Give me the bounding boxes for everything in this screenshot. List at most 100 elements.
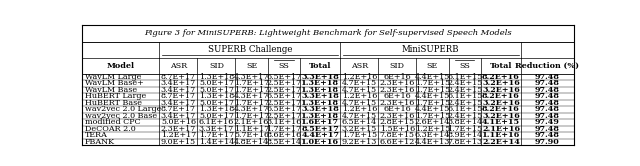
Text: 7.8E+13: 7.8E+13 <box>447 138 483 146</box>
Text: 3.2E+16: 3.2E+16 <box>482 99 520 107</box>
Text: 1.2E+16: 1.2E+16 <box>342 73 377 81</box>
Text: 2.4E+15: 2.4E+15 <box>447 99 483 107</box>
Text: 4.3E+17: 4.3E+17 <box>234 105 269 113</box>
Text: TERA: TERA <box>85 131 108 139</box>
Text: 97.48: 97.48 <box>535 92 560 100</box>
Text: 8.2E+16: 8.2E+16 <box>482 73 520 81</box>
Text: FBANK: FBANK <box>85 138 115 146</box>
Text: 1.0E+16: 1.0E+16 <box>301 138 339 146</box>
Text: 4.4E+17: 4.4E+17 <box>301 131 339 139</box>
Text: 8.6E+16: 8.6E+16 <box>266 131 301 139</box>
Text: 3.2E+15: 3.2E+15 <box>342 125 377 133</box>
Text: 3.1E+16: 3.1E+16 <box>266 118 301 126</box>
Text: 3.4E+17: 3.4E+17 <box>161 99 196 107</box>
Text: HuBERT Large: HuBERT Large <box>85 92 146 100</box>
Text: MiniSUPERB: MiniSUPERB <box>402 45 460 54</box>
Text: 1.2E+15: 1.2E+15 <box>415 125 450 133</box>
Text: SUPERB Challenge: SUPERB Challenge <box>207 45 292 54</box>
Text: 97.48: 97.48 <box>535 105 560 113</box>
Text: 6.1E+15: 6.1E+15 <box>447 92 483 100</box>
Text: ASR: ASR <box>351 62 368 70</box>
Text: 2.5E+17: 2.5E+17 <box>266 99 301 107</box>
Text: 97.49: 97.49 <box>535 118 560 126</box>
Text: 4.4E+15: 4.4E+15 <box>415 73 450 81</box>
Text: 2.3E+16: 2.3E+16 <box>380 99 415 107</box>
Text: HuBERT Base: HuBERT Base <box>85 99 142 107</box>
Text: 1.2E+16: 1.2E+16 <box>342 92 377 100</box>
Text: Total: Total <box>490 62 512 70</box>
Text: 5.7E+16: 5.7E+16 <box>234 131 269 139</box>
Text: 97.48: 97.48 <box>535 131 560 139</box>
Text: 4.4E+13: 4.4E+13 <box>415 138 450 146</box>
Text: 4.4E+15: 4.4E+15 <box>415 92 450 100</box>
Text: 6.1E+16: 6.1E+16 <box>198 118 234 126</box>
Text: 2.2E+14: 2.2E+14 <box>482 138 520 146</box>
Text: 4.4E+15: 4.4E+15 <box>415 105 450 113</box>
Text: 1.7E+17: 1.7E+17 <box>234 112 269 120</box>
Text: SID: SID <box>390 62 404 70</box>
Text: 1.3E+18: 1.3E+18 <box>199 92 234 100</box>
Text: 1.2E+17: 1.2E+17 <box>161 131 196 139</box>
Text: 2.3E+16: 2.3E+16 <box>380 112 415 120</box>
Text: 8.7E+17: 8.7E+17 <box>161 105 196 113</box>
Text: 1.4E+14: 1.4E+14 <box>198 138 234 146</box>
Text: 1.7E+17: 1.7E+17 <box>266 125 301 133</box>
Text: 8.7E+17: 8.7E+17 <box>161 73 196 81</box>
Text: 8.9E+14: 8.9E+14 <box>447 131 483 139</box>
Text: 1.3E+18: 1.3E+18 <box>301 112 339 120</box>
Text: modified CPC: modified CPC <box>85 118 141 126</box>
Text: 4.7E+15: 4.7E+15 <box>342 112 377 120</box>
Text: 4.7E+15: 4.7E+15 <box>342 86 377 94</box>
Text: WavLM Base+: WavLM Base+ <box>85 79 144 87</box>
Text: 1.3E+18: 1.3E+18 <box>199 73 234 81</box>
Text: 3.8E+14: 3.8E+14 <box>447 118 483 126</box>
Text: 2.3E+16: 2.3E+16 <box>380 86 415 94</box>
Text: 8.7E+17: 8.7E+17 <box>161 92 196 100</box>
Text: 1.7E+15: 1.7E+15 <box>415 99 450 107</box>
Text: 2.8E+15: 2.8E+15 <box>380 118 415 126</box>
Text: 8.2E+16: 8.2E+16 <box>482 92 520 100</box>
Text: 2.1E+16: 2.1E+16 <box>482 125 520 133</box>
Text: 1.7E+15: 1.7E+15 <box>415 86 450 94</box>
Text: WavLM Large: WavLM Large <box>85 73 141 81</box>
Text: 3.3E+18: 3.3E+18 <box>301 92 339 100</box>
Text: 97.48: 97.48 <box>535 73 560 81</box>
Text: 1.3E+18: 1.3E+18 <box>199 105 234 113</box>
Text: 9.2E+13: 9.2E+13 <box>342 138 377 146</box>
Text: 2.5E+17: 2.5E+17 <box>266 86 301 94</box>
Text: 5.0E+17: 5.0E+17 <box>199 99 234 107</box>
Text: wav2vec 2.0 Base: wav2vec 2.0 Base <box>85 112 157 120</box>
Text: 1.2E+16: 1.2E+16 <box>342 105 377 113</box>
Text: 1.5E+16: 1.5E+16 <box>380 125 415 133</box>
Text: 97.90: 97.90 <box>535 138 559 146</box>
Text: 2.4E+15: 2.4E+15 <box>447 112 483 120</box>
Text: 3.3E+17: 3.3E+17 <box>199 125 234 133</box>
Text: 6.1E+15: 6.1E+15 <box>447 73 483 81</box>
Text: SE: SE <box>246 62 257 70</box>
Text: 97.48: 97.48 <box>535 86 560 94</box>
Text: 3.4E+17: 3.4E+17 <box>161 112 196 120</box>
Text: 3.3E+18: 3.3E+18 <box>301 73 339 81</box>
Text: 2.4E+15: 2.4E+15 <box>447 86 483 94</box>
Text: 4.8E+14: 4.8E+14 <box>234 138 269 146</box>
Text: 3.3E+18: 3.3E+18 <box>301 105 339 113</box>
Text: 7.8E+15: 7.8E+15 <box>380 131 415 139</box>
Text: 3.4E+17: 3.4E+17 <box>161 79 196 87</box>
Text: ASR: ASR <box>170 62 187 70</box>
Text: 3.2E+16: 3.2E+16 <box>482 79 520 87</box>
Text: 4.7E+15: 4.7E+15 <box>342 79 377 87</box>
Text: 6.1E+15: 6.1E+15 <box>447 105 483 113</box>
Text: 2.3E+16: 2.3E+16 <box>380 79 415 87</box>
Text: 4.3E+17: 4.3E+17 <box>234 73 269 81</box>
Text: 1.1E+16: 1.1E+16 <box>482 131 520 139</box>
Text: 4.3E+17: 4.3E+17 <box>234 92 269 100</box>
Text: 6E+16: 6E+16 <box>383 73 411 81</box>
Text: 2.5E+17: 2.5E+17 <box>266 79 301 87</box>
Text: 3.2E+16: 3.2E+16 <box>482 112 520 120</box>
Text: 1.7E+15: 1.7E+15 <box>415 112 450 120</box>
Text: 6E+16: 6E+16 <box>383 105 411 113</box>
Text: 1.7E+15: 1.7E+15 <box>415 79 450 87</box>
Text: SE: SE <box>427 62 438 70</box>
Text: DeCOAR 2.0: DeCOAR 2.0 <box>85 125 136 133</box>
Text: 2.6E+14: 2.6E+14 <box>415 118 450 126</box>
